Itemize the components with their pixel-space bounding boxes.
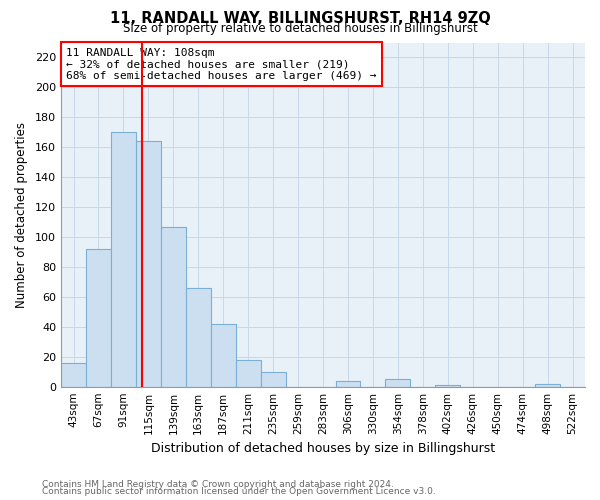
Text: 11, RANDALL WAY, BILLINGSHURST, RH14 9ZQ: 11, RANDALL WAY, BILLINGSHURST, RH14 9ZQ [110,11,490,26]
Bar [535,384,560,386]
X-axis label: Distribution of detached houses by size in Billingshurst: Distribution of detached houses by size … [151,442,495,455]
Bar [111,132,136,386]
Text: Contains public sector information licensed under the Open Government Licence v3: Contains public sector information licen… [42,487,436,496]
Bar [186,288,211,386]
Bar [61,362,86,386]
Bar [335,380,361,386]
Bar [211,324,236,386]
Bar [136,142,161,386]
Bar [260,372,286,386]
Bar [385,379,410,386]
Text: Contains HM Land Registry data © Crown copyright and database right 2024.: Contains HM Land Registry data © Crown c… [42,480,394,489]
Text: 11 RANDALL WAY: 108sqm
← 32% of detached houses are smaller (219)
68% of semi-de: 11 RANDALL WAY: 108sqm ← 32% of detached… [66,48,377,81]
Y-axis label: Number of detached properties: Number of detached properties [15,122,28,308]
Text: Size of property relative to detached houses in Billingshurst: Size of property relative to detached ho… [122,22,478,35]
Bar [436,385,460,386]
Bar [161,226,186,386]
Bar [236,360,260,386]
Bar [86,249,111,386]
